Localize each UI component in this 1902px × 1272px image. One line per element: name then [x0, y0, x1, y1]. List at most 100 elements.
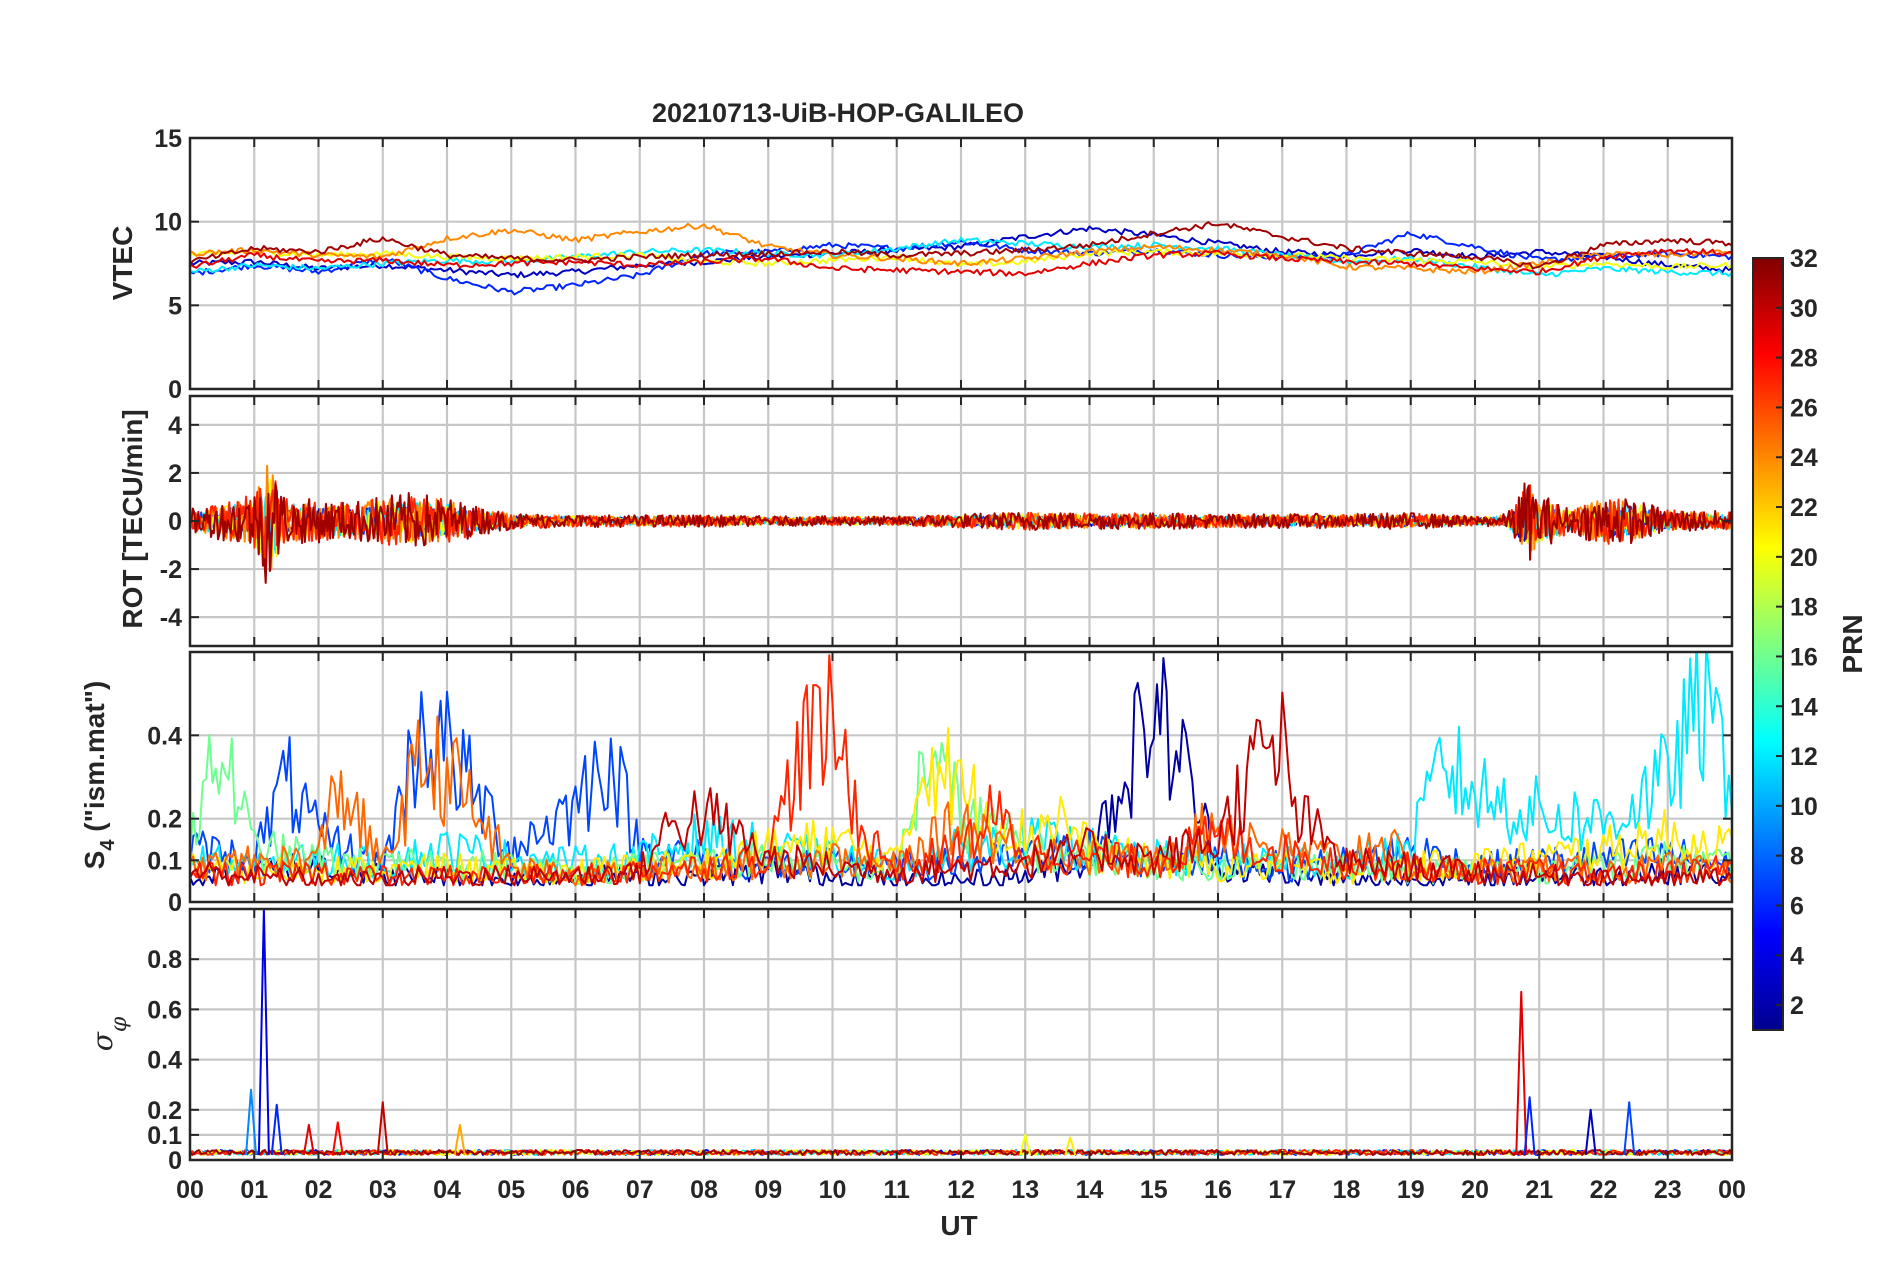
colorbar-tick-label: 20 [1790, 544, 1818, 572]
s4-y-tick-label: 0.1 [147, 847, 182, 875]
vtec-y-tick-label: 5 [168, 292, 182, 320]
s4-y-tick-label: 0.2 [147, 806, 182, 834]
sigphi-spike-prn-7 [1623, 1101, 1636, 1156]
vtec-y-tick-label: 10 [154, 209, 182, 237]
colorbar-tick-label: 32 [1790, 245, 1818, 273]
sigphi-spike-prn-29 [1515, 990, 1528, 1156]
vtec-series-prn-12 [190, 236, 1732, 278]
rot-y-tick-label: 4 [168, 412, 182, 440]
s4-series-prn-30 [190, 691, 1732, 887]
x-tick-label: 22 [1590, 1176, 1618, 1204]
x-tick-label: 00 [176, 1176, 204, 1204]
sigphi-spike-prn-21 [1064, 1136, 1077, 1156]
s4-y-tick-label: 0 [168, 889, 182, 917]
rot-y-tick-label: -2 [160, 556, 182, 584]
x-tick-label: 09 [754, 1176, 782, 1204]
rot-ylabel: ROT [TECU/min] [117, 409, 148, 628]
s4-series-group [190, 652, 1732, 887]
colorbar-tick-label: 28 [1790, 345, 1818, 373]
sigphi-spike-prn-29 [302, 1123, 315, 1156]
sigphi-spike-prn-6 [270, 1103, 283, 1156]
x-tick-label: 08 [690, 1176, 718, 1204]
x-tick-label: 17 [1268, 1176, 1296, 1204]
vtec-series-prn-20 [190, 248, 1732, 271]
vtec-y-tick-label: 15 [154, 125, 182, 153]
s4-ylabel-sub: 4 [97, 839, 119, 851]
x-tick-label: 06 [562, 1176, 590, 1204]
colorbar-tick-label: 6 [1790, 892, 1804, 920]
sigphi-spike-prn-23 [453, 1123, 466, 1156]
sigphi-spike-prn-4 [257, 909, 270, 1156]
sigphi-y-tick-label: 0.4 [147, 1047, 182, 1075]
colorbar-label: PRN [1837, 614, 1868, 673]
sigphi-spike-prn-30 [376, 1101, 389, 1156]
x-tick-label: 13 [1011, 1176, 1039, 1204]
sigphi-ylabel-sub: φ [107, 1016, 132, 1032]
sigphi-y-tick-label: 0.8 [147, 946, 182, 974]
rot-y-tick-label: 0 [168, 508, 182, 536]
x-tick-label: 16 [1204, 1176, 1232, 1204]
vtec-series-prn-31 [190, 221, 1732, 270]
rot-y-tick-label: 2 [168, 460, 182, 488]
x-tick-label: 19 [1397, 1176, 1425, 1204]
x-tick-label: 10 [819, 1176, 847, 1204]
x-axis-label: UT [940, 1210, 977, 1241]
x-tick-label: 07 [626, 1176, 654, 1204]
colorbar-tick-label: 10 [1790, 793, 1818, 821]
panel-rot: -4 -2 0 2 4 [160, 394, 1734, 648]
sigphi-y-tick-label: 0.2 [147, 1097, 182, 1125]
s4-ylabel-rest: ("ism.mat") [79, 681, 110, 840]
colorbar-tick-label: 12 [1790, 743, 1818, 771]
colorbar-gradient [1752, 257, 1784, 1031]
x-tick-label: 05 [497, 1176, 525, 1204]
x-tick-label: 02 [305, 1176, 333, 1204]
vtec-series-group [190, 221, 1732, 296]
rot-series-group [190, 464, 1732, 584]
x-tick-labels: 00 01 02 03 04 05 06 07 08 09 10 11 12 13 14 15 16 17 18 19… [176, 1176, 1746, 1204]
chart-title: 20210713-UiB-HOP-GALILEO [652, 98, 1024, 128]
sigphi-ylabel-main: σ [86, 1031, 119, 1051]
vtec-series-prn-3 [190, 225, 1732, 279]
colorbar-tick-label: 22 [1790, 494, 1818, 522]
colorbar-tick-label: 16 [1790, 643, 1818, 671]
sigphi-spike-prn-28 [331, 1121, 344, 1156]
panel-s4: 0 0.1 0.2 0.4 [147, 650, 1734, 917]
sigphi-spike-prn-9 [245, 1088, 258, 1156]
colorbar-tick-label: 24 [1790, 444, 1818, 472]
sigphi-ylabel: σφ [86, 1016, 132, 1051]
sigphi-y-tick-label: 0.1 [147, 1122, 182, 1150]
x-tick-label: 04 [433, 1176, 461, 1204]
x-tick-label: 20 [1461, 1176, 1489, 1204]
x-tick-label: 00 [1718, 1176, 1746, 1204]
sigphi-grid [188, 909, 1734, 1162]
sigphi-spike-prn-3 [1584, 1108, 1597, 1156]
x-tick-label: 15 [1140, 1176, 1168, 1204]
vtec-series-prn-29 [190, 248, 1732, 277]
vtec-series-prn-24 [190, 222, 1732, 275]
colorbar-tick-label: 18 [1790, 594, 1818, 622]
colorbar-tick-label: 2 [1790, 992, 1804, 1020]
colorbar-tick-label: 26 [1790, 394, 1818, 422]
rot-y-tick-label: -4 [160, 604, 182, 632]
x-tick-label: 01 [240, 1176, 268, 1204]
sigphi-y-tick-label: 0 [168, 1147, 182, 1175]
vtec-ylabel: VTEC [107, 226, 138, 301]
vtec-series-prn-6 [190, 231, 1732, 296]
colorbar-tick-label: 8 [1790, 843, 1804, 871]
x-tick-label: 03 [369, 1176, 397, 1204]
colorbar-tick-label: 4 [1790, 942, 1804, 970]
x-tick-label: 21 [1525, 1176, 1553, 1204]
colorbar-tick-label: 30 [1790, 295, 1818, 323]
panel-sigphi: 00.10.2 0.4 0.6 0.8 [147, 907, 1734, 1175]
rot-series-prn-31 [190, 482, 1732, 584]
s4-series-prn-21 [190, 727, 1732, 886]
colorbar-tick-label: 14 [1790, 693, 1818, 721]
x-tick-label: 18 [1333, 1176, 1361, 1204]
sigphi-spike-prn-6 [1523, 1096, 1536, 1156]
x-tick-label: 23 [1654, 1176, 1682, 1204]
x-tick-label: 12 [947, 1176, 975, 1204]
sigphi-spike-prn-20 [1019, 1133, 1032, 1156]
